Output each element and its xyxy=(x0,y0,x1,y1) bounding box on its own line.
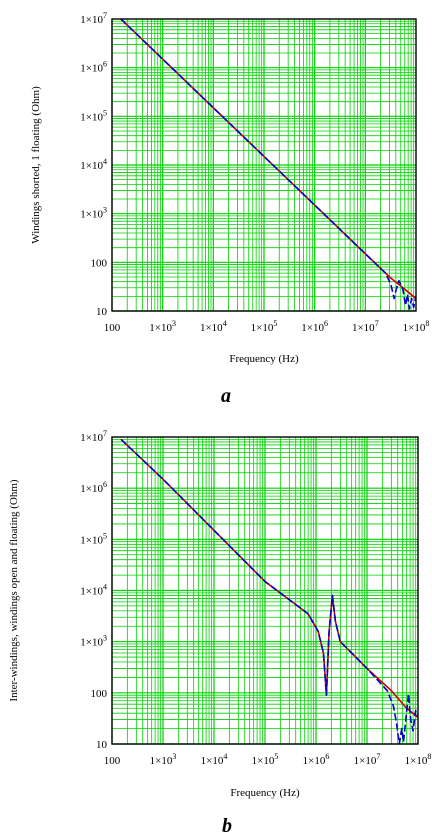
y-tick-base: 1×10 xyxy=(80,111,103,123)
x-tick-exp: 7 xyxy=(375,319,379,328)
x-tick-base: 1×10 xyxy=(354,755,377,767)
y-tick-label: 1×103 xyxy=(80,634,107,649)
series-line-2 xyxy=(120,438,418,744)
x-tick-base: 1×10 xyxy=(149,322,172,334)
y-tick-label: 1×106 xyxy=(80,480,107,495)
x-tick-label: 1×105 xyxy=(251,319,278,334)
y-tick-exp: 6 xyxy=(103,480,107,489)
y-tick-label: 100 xyxy=(91,257,108,269)
x-tick-label: 1×104 xyxy=(201,752,228,767)
x-tick-base: 1×10 xyxy=(403,322,426,334)
y-tick-label: 10 xyxy=(96,306,108,318)
x-tick-exp: 7 xyxy=(376,752,380,761)
y-tick-label: 1×106 xyxy=(80,60,107,75)
y-tick-base: 1×10 xyxy=(80,483,103,495)
y-tick-base: 1×10 xyxy=(80,637,103,649)
x-tick-exp: 4 xyxy=(223,319,227,328)
y-tick-base: 100 xyxy=(91,688,108,700)
x-tick-exp: 8 xyxy=(425,319,429,328)
y-tick-base: 1×10 xyxy=(80,209,103,221)
y-tick-base: 1×10 xyxy=(80,586,103,598)
x-tick-label: 1×108 xyxy=(403,319,430,334)
y-tick-label: 1×107 xyxy=(80,429,107,444)
x-tick-label: 1×108 xyxy=(405,752,432,767)
y-tick-exp: 4 xyxy=(103,157,107,166)
x-tick-base: 1×10 xyxy=(301,322,324,334)
x-axis-label: Frequency (Hz) xyxy=(229,353,299,365)
y-tick-label: 1×107 xyxy=(80,11,107,26)
x-axis-label: Frequency (Hz) xyxy=(230,787,300,799)
y-tick-label: 1×104 xyxy=(80,583,107,598)
grid xyxy=(111,437,418,745)
panel-label: a xyxy=(221,385,231,407)
x-tick-base: 1×10 xyxy=(200,322,223,334)
y-tick-label: 10 xyxy=(96,739,108,751)
y-tick-base: 1×10 xyxy=(80,160,103,172)
y-tick-label: 1×105 xyxy=(80,531,107,546)
y-tick-exp: 3 xyxy=(103,634,107,643)
x-tick-base: 1×10 xyxy=(303,755,326,767)
x-tick-label: 1×107 xyxy=(354,752,381,767)
x-tick-label: 1×104 xyxy=(200,319,227,334)
x-tick-label: 100 xyxy=(104,322,121,334)
x-tick-label: 1×106 xyxy=(303,752,330,767)
x-tick-label: 100 xyxy=(104,755,121,767)
x-tick-base: 1×10 xyxy=(150,755,173,767)
y-tick-base: 1×10 xyxy=(80,63,103,75)
x-tick-label: 1×103 xyxy=(150,752,177,767)
y-tick-exp: 3 xyxy=(103,206,107,215)
y-tick-exp: 4 xyxy=(103,583,107,592)
plot-frame xyxy=(111,18,417,312)
y-tick-base: 1×10 xyxy=(80,14,103,26)
y-tick-exp: 5 xyxy=(103,108,107,117)
plot-frame xyxy=(111,436,419,745)
y-tick-exp: 7 xyxy=(103,429,107,438)
y-tick-label: 1×103 xyxy=(80,206,107,221)
y-tick-base: 10 xyxy=(96,306,108,318)
x-tick-label: 1×107 xyxy=(352,319,379,334)
x-tick-label: 1×105 xyxy=(252,752,279,767)
x-tick-base: 1×10 xyxy=(251,322,274,334)
y-tick-exp: 5 xyxy=(103,531,107,540)
y-axis-label: Inter-windings, windings open and floati… xyxy=(8,479,20,702)
y-tick-base: 10 xyxy=(96,739,108,751)
x-tick-exp: 8 xyxy=(427,752,431,761)
x-tick-base: 100 xyxy=(104,322,121,334)
y-tick-base: 100 xyxy=(91,257,108,269)
x-tick-exp: 4 xyxy=(223,752,227,761)
y-tick-label: 1×105 xyxy=(80,108,107,123)
x-tick-label: 1×103 xyxy=(149,319,176,334)
x-tick-label: 1×106 xyxy=(301,319,328,334)
chart-panel-a: 100 1×103 1×104 1×105 1×106 1×107 1×108101001×… xyxy=(30,11,429,407)
panel-label: b xyxy=(222,815,232,832)
x-tick-exp: 5 xyxy=(274,752,278,761)
y-axis-label: Windings shorted, 1 floating (Ohm) xyxy=(30,86,42,244)
x-tick-base: 100 xyxy=(104,755,121,767)
grid xyxy=(111,19,416,312)
x-tick-base: 1×10 xyxy=(352,322,375,334)
chart-panel-b: 100 1×103 1×104 1×105 1×106 1×107 1×108101001×… xyxy=(8,429,431,832)
x-tick-base: 1×10 xyxy=(201,755,224,767)
x-tick-base: 1×10 xyxy=(252,755,275,767)
y-tick-base: 1×10 xyxy=(80,432,103,444)
y-tick-label: 1×104 xyxy=(80,157,107,172)
y-tick-exp: 6 xyxy=(103,60,107,69)
x-tick-exp: 6 xyxy=(325,752,329,761)
x-tick-exp: 3 xyxy=(172,752,176,761)
x-tick-base: 1×10 xyxy=(405,755,428,767)
y-tick-label: 100 xyxy=(91,688,108,700)
x-tick-exp: 5 xyxy=(273,319,277,328)
series-line-2 xyxy=(120,19,416,310)
y-tick-base: 1×10 xyxy=(80,534,103,546)
x-tick-exp: 6 xyxy=(324,319,328,328)
x-tick-exp: 3 xyxy=(172,319,176,328)
y-tick-exp: 7 xyxy=(103,11,107,20)
